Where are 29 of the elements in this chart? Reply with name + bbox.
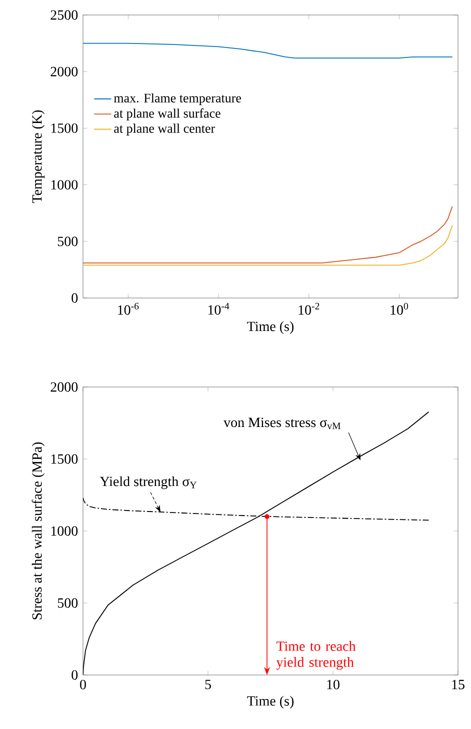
y-axis-title: Temperature (K) bbox=[32, 110, 45, 203]
x-axis-title: Time (s) bbox=[247, 321, 294, 334]
y-tick-label: 1500 bbox=[51, 454, 78, 464]
x-tick-label: 10$^{-4}$ bbox=[208, 302, 230, 315]
x-tick-label: 15 bbox=[452, 680, 464, 690]
annotation: Time to reach yield strength bbox=[276, 641, 356, 670]
y-tick-label: 2000 bbox=[50, 382, 78, 392]
x-tick-label: 10$^{0}$ bbox=[390, 302, 408, 315]
y-tick-label: 1500 bbox=[51, 123, 78, 133]
x-tick-label: 0 bbox=[80, 680, 86, 690]
y-tick-label: 0 bbox=[72, 293, 78, 303]
y-tick-label: 500 bbox=[58, 236, 78, 246]
legend-label: at plane wall center bbox=[114, 124, 215, 136]
annotation: Yield strength σ$_{Y}$ bbox=[100, 476, 197, 490]
y-tick-label: 2000 bbox=[50, 66, 78, 76]
y-tick-label: 0 bbox=[72, 670, 78, 680]
annotation: von Mises stress σ$_{vM}$ bbox=[224, 418, 340, 430]
y-tick-label: 500 bbox=[58, 598, 78, 608]
y-axis-title: Stress at the wall surface (MPa) bbox=[32, 442, 45, 620]
x-tick-label: 10$^{-6}$ bbox=[118, 302, 139, 315]
y-tick-label: 1000 bbox=[51, 180, 78, 190]
y-tick-label: 1000 bbox=[51, 526, 78, 536]
x-tick-label: 10$^{-2}$ bbox=[298, 302, 320, 315]
legend-label: at plane wall surface bbox=[114, 108, 220, 120]
x-axis-title: Time (s) bbox=[247, 696, 294, 709]
x-tick-label: 10 bbox=[327, 680, 340, 690]
x-tick-label: 5 bbox=[205, 680, 211, 690]
legend-label: max. Flame temperature bbox=[114, 93, 242, 106]
y-tick-label: 2500 bbox=[50, 10, 78, 20]
